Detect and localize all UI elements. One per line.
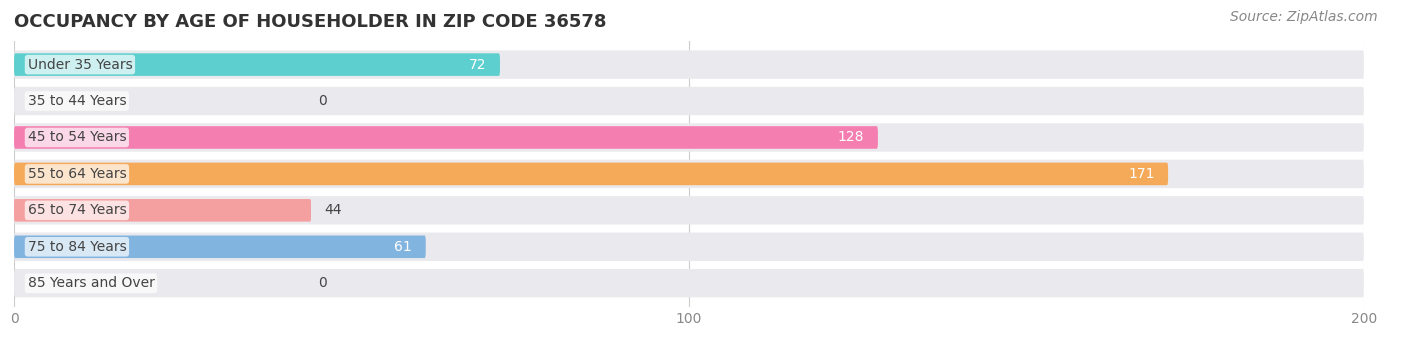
FancyBboxPatch shape bbox=[14, 236, 426, 258]
Text: Under 35 Years: Under 35 Years bbox=[28, 58, 132, 72]
FancyBboxPatch shape bbox=[14, 123, 1364, 152]
Text: Source: ZipAtlas.com: Source: ZipAtlas.com bbox=[1230, 10, 1378, 24]
Text: OCCUPANCY BY AGE OF HOUSEHOLDER IN ZIP CODE 36578: OCCUPANCY BY AGE OF HOUSEHOLDER IN ZIP C… bbox=[14, 13, 606, 31]
FancyBboxPatch shape bbox=[14, 53, 501, 76]
FancyBboxPatch shape bbox=[14, 50, 1364, 79]
FancyBboxPatch shape bbox=[14, 196, 1364, 225]
Text: 72: 72 bbox=[470, 58, 486, 72]
FancyBboxPatch shape bbox=[14, 269, 1364, 297]
Text: 35 to 44 Years: 35 to 44 Years bbox=[28, 94, 127, 108]
FancyBboxPatch shape bbox=[14, 199, 311, 222]
FancyBboxPatch shape bbox=[14, 87, 1364, 115]
Text: 44: 44 bbox=[325, 203, 342, 217]
FancyBboxPatch shape bbox=[14, 126, 877, 149]
Text: 0: 0 bbox=[318, 276, 326, 290]
Text: 45 to 54 Years: 45 to 54 Years bbox=[28, 131, 127, 145]
Text: 85 Years and Over: 85 Years and Over bbox=[28, 276, 155, 290]
Text: 55 to 64 Years: 55 to 64 Years bbox=[28, 167, 127, 181]
Text: 0: 0 bbox=[318, 94, 326, 108]
Text: 65 to 74 Years: 65 to 74 Years bbox=[28, 203, 127, 217]
Text: 75 to 84 Years: 75 to 84 Years bbox=[28, 240, 127, 254]
Text: 128: 128 bbox=[838, 131, 865, 145]
Text: 171: 171 bbox=[1128, 167, 1154, 181]
FancyBboxPatch shape bbox=[14, 163, 1168, 185]
FancyBboxPatch shape bbox=[14, 160, 1364, 188]
Text: 61: 61 bbox=[395, 240, 412, 254]
FancyBboxPatch shape bbox=[14, 233, 1364, 261]
